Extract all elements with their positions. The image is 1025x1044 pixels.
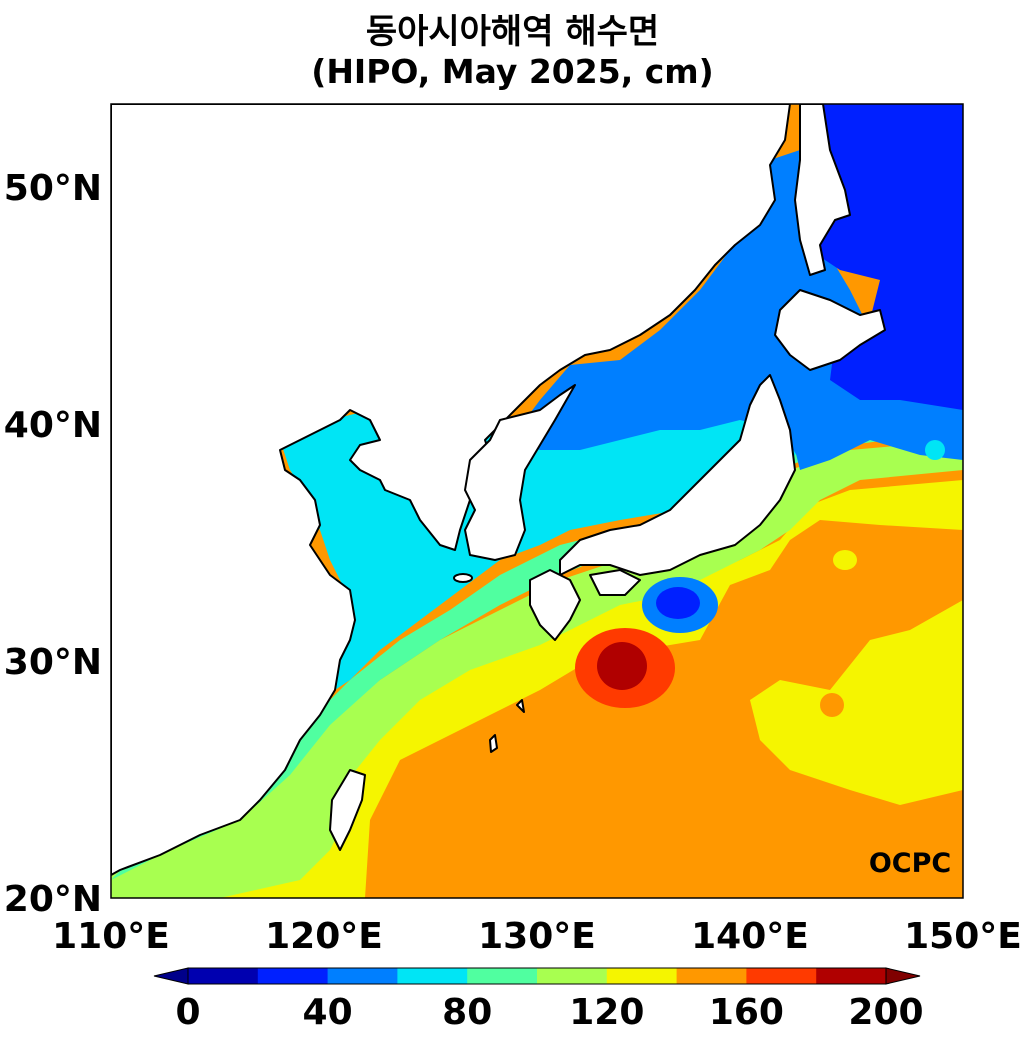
ocpc-logo: OCPC (869, 848, 951, 879)
land-masses (111, 104, 886, 876)
land-hokkaido (774, 289, 886, 371)
colorbar-segment (257, 968, 329, 984)
land-island (516, 699, 525, 713)
land-asia (111, 104, 791, 876)
colorbar-segment (327, 968, 398, 984)
colorbar-segment (467, 968, 538, 984)
sea-level-field (111, 104, 963, 898)
colorbar-segment (537, 968, 608, 984)
land-taiwan (329, 769, 366, 851)
colorbar-tick-label: 40 (303, 992, 353, 1033)
land-shikoku (589, 569, 641, 596)
field-eddy-inner (656, 587, 700, 619)
lon-tick-label: 130°E (478, 916, 596, 957)
lon-tick-labels: 110°E 120°E 130°E 140°E 150°E (52, 916, 1022, 957)
map-title: 동아시아해역 해수면 (365, 12, 660, 52)
field-patch (925, 440, 945, 460)
plot-frame (110, 103, 964, 899)
colorbar-tick-labels: 0 40 80 120 160 200 (175, 992, 923, 1033)
colorbar-segment (746, 968, 817, 984)
lat-tick-label: 20°N (4, 879, 102, 920)
colorbar-segment (397, 968, 468, 984)
colorbar-frame (187, 967, 887, 985)
colorbar-tick-label: 200 (848, 992, 923, 1033)
lat-tick-labels: 50°N 40°N 30°N 20°N (4, 168, 102, 920)
colorbar-under-arrow (153, 967, 189, 985)
field-patch (833, 550, 857, 570)
land-ryukyu (489, 734, 498, 753)
field-band-100-120 (111, 440, 963, 898)
field-band-20-40 (810, 104, 963, 410)
colorbar-segment (676, 968, 747, 984)
colorbar (153, 967, 921, 985)
lon-tick-label: 120°E (265, 916, 383, 957)
colorbar-over-arrow (885, 967, 921, 985)
land-honshu (559, 374, 796, 576)
field-patch (820, 693, 844, 717)
colorbar-segment (816, 968, 887, 984)
lat-tick-label: 30°N (4, 642, 102, 683)
lat-tick-label: 50°N (4, 168, 102, 209)
land-kyushu (529, 569, 581, 641)
colorbar-tick-label: 0 (175, 992, 200, 1033)
land-sakhalin (794, 104, 851, 276)
colorbar-segment (188, 968, 259, 984)
colorbar-tick-label: 120 (569, 992, 644, 1033)
colorbar-tick-label: 160 (709, 992, 784, 1033)
lon-tick-label: 140°E (691, 916, 809, 957)
lon-tick-label: 110°E (52, 916, 170, 957)
field-band-200 (597, 642, 647, 690)
land-korea (464, 384, 576, 561)
land-jeju (453, 573, 473, 583)
map-subtitle: (HIPO, May 2025, cm) (311, 52, 714, 91)
lat-tick-label: 40°N (4, 405, 102, 446)
colorbar-segment (606, 968, 678, 984)
field-yellow-east (750, 600, 963, 805)
colorbar-tick-label: 80 (442, 992, 492, 1033)
lon-tick-label: 150°E (904, 916, 1022, 957)
